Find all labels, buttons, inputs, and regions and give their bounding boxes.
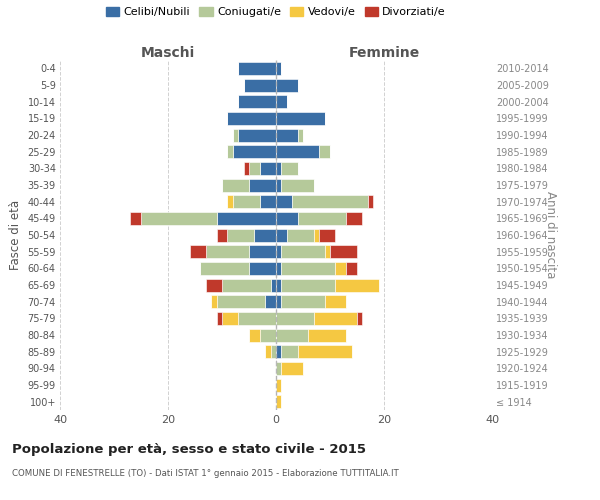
Bar xyxy=(281,362,303,375)
Bar xyxy=(298,345,352,358)
Bar xyxy=(298,128,303,141)
Bar xyxy=(271,278,276,291)
Bar xyxy=(276,195,292,208)
Y-axis label: Fasce di età: Fasce di età xyxy=(9,200,22,270)
Bar xyxy=(335,262,346,275)
Bar xyxy=(249,245,276,258)
Bar xyxy=(249,262,276,275)
Bar xyxy=(206,278,222,291)
Bar xyxy=(227,228,254,241)
Bar xyxy=(276,112,325,125)
Bar xyxy=(330,245,357,258)
Bar xyxy=(265,295,276,308)
Bar xyxy=(260,328,276,342)
Bar xyxy=(249,178,276,192)
Bar xyxy=(227,112,276,125)
Bar xyxy=(276,262,281,275)
Bar xyxy=(222,178,249,192)
Bar xyxy=(249,162,260,175)
Bar xyxy=(217,228,227,241)
Bar xyxy=(298,212,346,225)
Bar xyxy=(281,245,325,258)
Bar xyxy=(276,312,314,325)
Bar xyxy=(276,178,281,192)
Bar xyxy=(314,312,357,325)
Bar xyxy=(314,228,319,241)
Bar xyxy=(276,95,287,108)
Bar xyxy=(276,362,281,375)
Bar xyxy=(233,145,276,158)
Bar xyxy=(335,278,379,291)
Bar xyxy=(211,295,217,308)
Bar xyxy=(222,312,238,325)
Bar xyxy=(287,228,314,241)
Bar xyxy=(233,195,260,208)
Bar xyxy=(238,312,276,325)
Bar xyxy=(319,228,335,241)
Bar xyxy=(276,78,298,92)
Bar xyxy=(276,162,281,175)
Bar xyxy=(260,195,276,208)
Bar xyxy=(281,262,335,275)
Bar xyxy=(281,295,325,308)
Bar xyxy=(281,345,298,358)
Bar xyxy=(276,145,319,158)
Bar xyxy=(141,212,217,225)
Bar xyxy=(227,195,233,208)
Bar xyxy=(206,245,249,258)
Bar xyxy=(222,278,271,291)
Text: Popolazione per età, sesso e stato civile - 2015: Popolazione per età, sesso e stato civil… xyxy=(12,442,366,456)
Bar xyxy=(217,312,222,325)
Bar xyxy=(346,212,362,225)
Bar xyxy=(325,295,346,308)
Bar xyxy=(249,328,260,342)
Bar xyxy=(190,245,206,258)
Bar xyxy=(130,212,141,225)
Bar xyxy=(368,195,373,208)
Bar xyxy=(276,295,281,308)
Text: COMUNE DI FENESTRELLE (TO) - Dati ISTAT 1° gennaio 2015 - Elaborazione TUTTITALI: COMUNE DI FENESTRELLE (TO) - Dati ISTAT … xyxy=(12,469,399,478)
Bar xyxy=(276,228,287,241)
Bar xyxy=(276,378,281,392)
Bar xyxy=(217,212,276,225)
Bar xyxy=(244,78,276,92)
Bar xyxy=(276,245,281,258)
Y-axis label: Anni di nascita: Anni di nascita xyxy=(544,192,557,278)
Text: Maschi: Maschi xyxy=(141,46,195,60)
Bar xyxy=(276,345,281,358)
Bar xyxy=(319,145,330,158)
Bar xyxy=(238,62,276,75)
Bar xyxy=(346,262,357,275)
Bar xyxy=(281,162,298,175)
Bar xyxy=(276,328,308,342)
Bar xyxy=(281,178,314,192)
Bar xyxy=(244,162,249,175)
Bar xyxy=(238,128,276,141)
Text: Femmine: Femmine xyxy=(349,46,419,60)
Bar xyxy=(254,228,276,241)
Legend: Celibi/Nubili, Coniugati/e, Vedovi/e, Divorziati/e: Celibi/Nubili, Coniugati/e, Vedovi/e, Di… xyxy=(104,4,448,20)
Bar xyxy=(325,245,330,258)
Bar xyxy=(217,295,265,308)
Bar xyxy=(281,278,335,291)
Bar xyxy=(276,62,281,75)
Bar xyxy=(238,95,276,108)
Bar xyxy=(271,345,276,358)
Bar xyxy=(200,262,249,275)
Bar xyxy=(276,128,298,141)
Bar xyxy=(308,328,346,342)
Bar xyxy=(357,312,362,325)
Bar xyxy=(227,145,233,158)
Bar xyxy=(276,278,281,291)
Bar xyxy=(276,212,298,225)
Bar xyxy=(260,162,276,175)
Bar xyxy=(265,345,271,358)
Bar xyxy=(276,395,281,408)
Bar xyxy=(233,128,238,141)
Bar xyxy=(292,195,368,208)
